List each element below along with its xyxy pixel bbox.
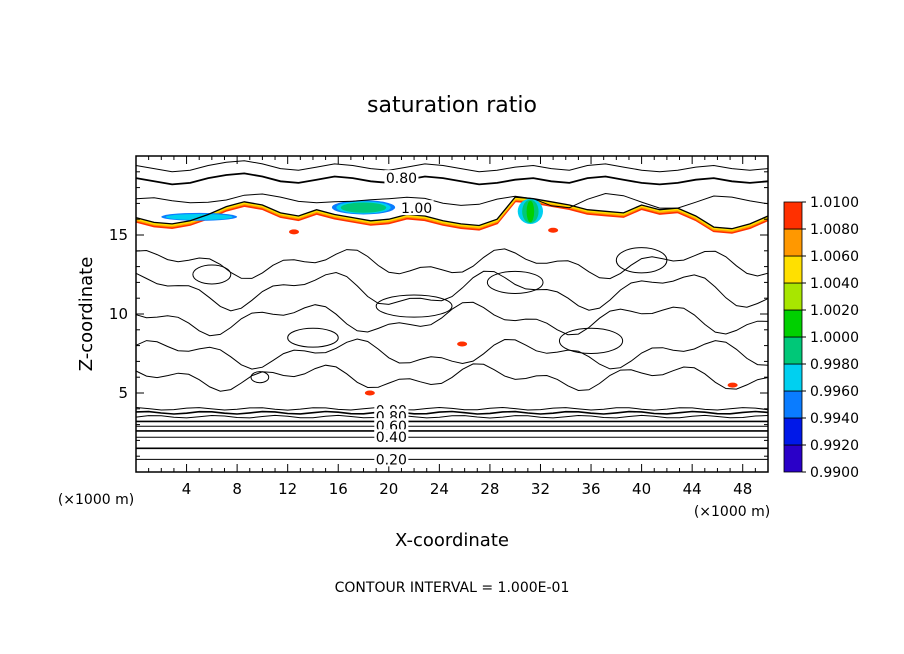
y-axis-ticks: 5 10 15	[109, 171, 768, 457]
red-spot	[727, 382, 738, 388]
y-axis-label: Z-coordinate	[76, 257, 97, 372]
contour-label: 1.00	[401, 201, 432, 217]
contour-cell	[192, 264, 232, 285]
colorbar-label: 1.0000	[810, 330, 859, 346]
colorbar-swatch	[783, 228, 803, 257]
colorbar-swatch	[783, 282, 803, 311]
x-unit-right: (×1000 m)	[694, 504, 770, 520]
supersaturation-patch	[340, 202, 387, 213]
contour-label: 0.80	[386, 171, 417, 187]
y-tick-label: 15	[109, 226, 128, 244]
contour-interval-note: CONTOUR INTERVAL = 1.000E-01	[335, 580, 570, 596]
contour-upper	[135, 160, 769, 173]
cloud-edge-band	[135, 198, 769, 233]
colorbar-label: 1.0040	[810, 276, 859, 292]
contour-label-bg	[374, 451, 409, 467]
contour-cell	[287, 327, 339, 348]
y-tick-label: 10	[109, 305, 128, 323]
contour-upper	[135, 192, 769, 209]
x-tick-label: 4	[182, 480, 192, 498]
x-tick-label: 40	[632, 480, 651, 498]
contour-1.00	[135, 196, 769, 230]
y-tick-label: 5	[118, 384, 128, 402]
contour-label-bg	[399, 200, 434, 216]
colorbar-label: 1.0100	[810, 195, 859, 211]
colorbar-label: 0.9980	[810, 357, 859, 373]
contour-field	[135, 160, 769, 460]
x-tick-label: 24	[430, 480, 449, 498]
x-tick-label: 44	[683, 480, 702, 498]
colorbar-label: 1.0020	[810, 303, 859, 319]
contour-interior	[135, 338, 769, 370]
contour-labels: 0.801.000.900.800.600.400.20	[374, 170, 434, 468]
contour-cell	[375, 294, 453, 318]
x-axis-ticks: 4 8 12 16 20 24 28 32 36 40 44 48	[148, 156, 756, 498]
colorbar-label: 0.9900	[810, 465, 859, 481]
x-tick-label: 20	[379, 480, 398, 498]
colorbar: 0.9900 0.9920 0.9940 0.9960 0.9980 1.0000 1.00…	[783, 195, 859, 481]
x-tick-label: 36	[581, 480, 600, 498]
x-tick-label: 12	[278, 480, 297, 498]
cloud-edge-band	[135, 199, 769, 234]
contour-cell	[486, 270, 544, 294]
chart-title: saturation ratio	[367, 93, 537, 118]
colorbar-label: 0.9920	[810, 438, 859, 454]
colorbar-label: 1.0060	[810, 249, 859, 265]
colorbar-label: 0.9960	[810, 384, 859, 400]
x-tick-label: 16	[329, 480, 348, 498]
colorbar-swatch	[783, 417, 803, 446]
contour-cell	[615, 247, 668, 274]
contour-interior	[135, 301, 769, 337]
red-spot	[457, 341, 468, 347]
colorbar-label: 0.9940	[810, 411, 859, 427]
x-tick-label: 8	[232, 480, 242, 498]
contour-label-bg	[374, 429, 409, 445]
contour-label-bg	[384, 170, 419, 186]
colorbar-swatch	[783, 363, 803, 392]
colorbar-label: 1.0080	[810, 222, 859, 238]
contour-interior	[135, 363, 769, 392]
contour-boundary-layer	[135, 414, 769, 419]
colorbar-swatch	[783, 309, 803, 338]
x-unit-left: (×1000 m)	[58, 492, 134, 508]
contour-interior	[135, 270, 769, 312]
contour-boundary-layer	[135, 410, 769, 415]
red-spot	[364, 390, 375, 396]
colorbar-swatch	[783, 201, 803, 230]
x-tick-label: 48	[733, 480, 752, 498]
colorbar-swatch	[783, 336, 803, 365]
contour-cell	[250, 371, 270, 384]
contour-boundary-layer	[135, 406, 769, 411]
colorbar-swatch	[783, 255, 803, 284]
cloud-edge-band	[135, 197, 769, 231]
contour-cell	[558, 327, 624, 354]
contour-label: 0.20	[376, 452, 407, 468]
contour-0.80	[135, 172, 769, 186]
colorbar-swatch	[783, 390, 803, 419]
x-axis-label: X-coordinate	[395, 530, 509, 551]
plot-frame	[135, 155, 769, 473]
contour-label: 0.40	[376, 430, 407, 446]
red-spot	[289, 229, 299, 235]
red-spot	[548, 227, 559, 233]
x-tick-label: 32	[531, 480, 550, 498]
colorbar-swatch	[783, 444, 803, 473]
x-tick-label: 28	[480, 480, 499, 498]
contour-interior	[135, 248, 769, 280]
supersaturation-patch	[526, 200, 535, 223]
